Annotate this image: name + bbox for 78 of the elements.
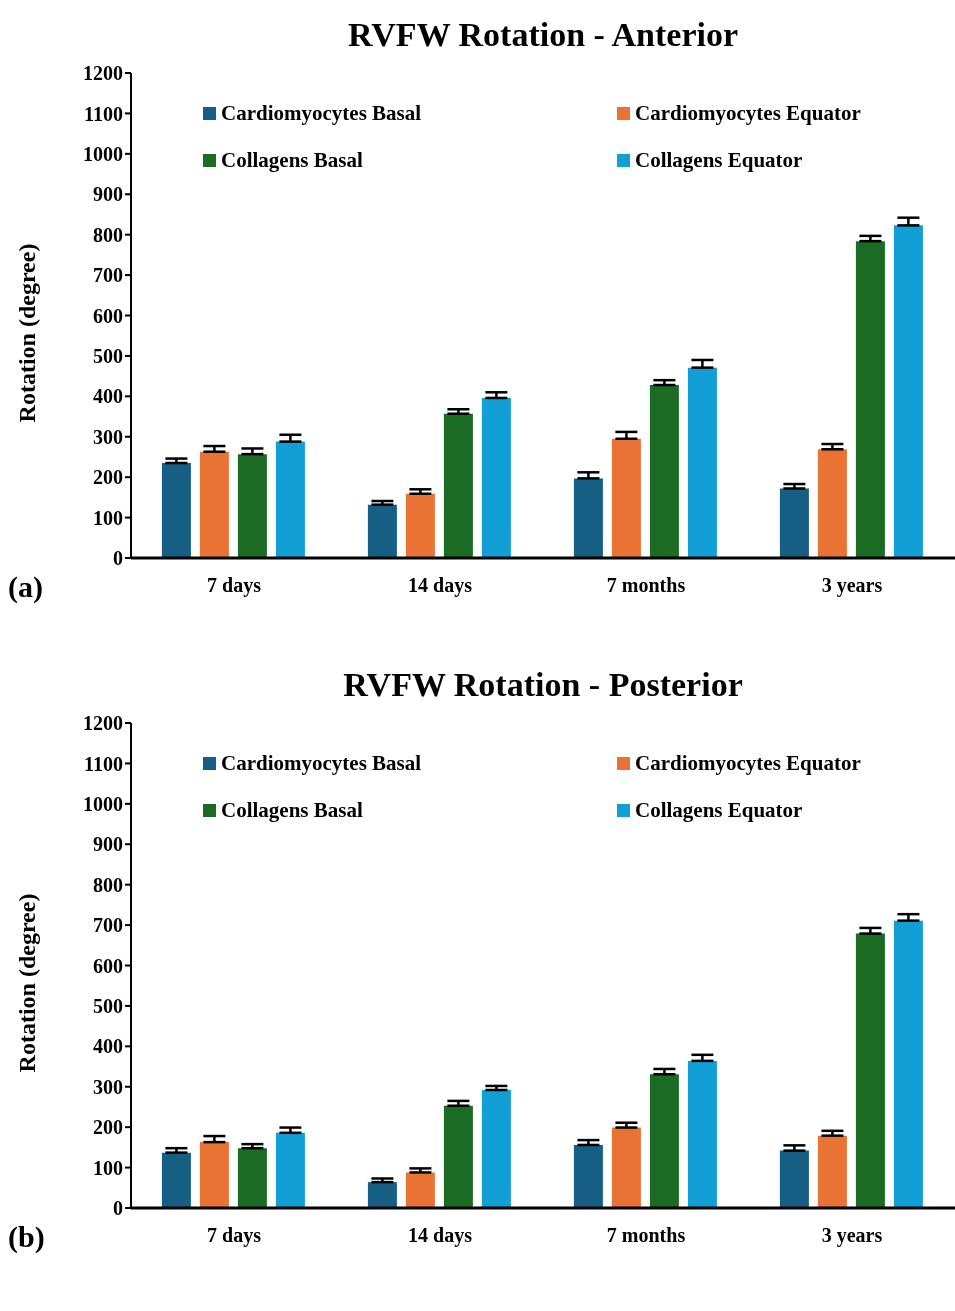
bar bbox=[237, 454, 267, 558]
y-tick-label: 100 bbox=[93, 506, 123, 529]
bar bbox=[855, 241, 885, 558]
bar bbox=[161, 1152, 191, 1208]
bar bbox=[649, 385, 679, 558]
y-tick-label: 600 bbox=[93, 954, 123, 977]
y-tick-label: 900 bbox=[93, 833, 123, 856]
y-tick-label: 700 bbox=[93, 264, 123, 287]
y-tick-label: 1100 bbox=[84, 752, 123, 775]
bar bbox=[275, 1132, 305, 1208]
legend-label: Cardiomyocytes Basal bbox=[221, 751, 422, 776]
x-tick-label: 14 days bbox=[408, 1224, 473, 1248]
y-tick-label: 300 bbox=[93, 425, 123, 448]
y-tick-label: 500 bbox=[93, 345, 123, 368]
text: (a) bbox=[8, 570, 43, 604]
y-tick-label: 300 bbox=[93, 1075, 123, 1098]
y-tick-label: 200 bbox=[93, 1116, 123, 1139]
bar bbox=[443, 1105, 473, 1208]
bar bbox=[893, 225, 923, 558]
bar bbox=[481, 1089, 511, 1208]
y-tick-label: 500 bbox=[93, 995, 123, 1018]
y-tick-label: 900 bbox=[93, 183, 123, 206]
x-tick-label: 7 days bbox=[207, 574, 262, 598]
bar bbox=[687, 367, 717, 558]
y-tick-label: 800 bbox=[93, 873, 123, 896]
bar bbox=[199, 1142, 229, 1208]
bar bbox=[405, 493, 435, 558]
legend-label: Collagens Equator bbox=[635, 148, 803, 173]
legend-label: Cardiomyocytes Equator bbox=[635, 751, 861, 776]
bar bbox=[367, 504, 397, 558]
y-axis-title: Rotation (degree) bbox=[13, 243, 41, 423]
bar bbox=[443, 413, 473, 558]
y-axis-title: Rotation (degree) bbox=[13, 893, 41, 1073]
y-tick-label: 700 bbox=[93, 914, 123, 937]
y-tick-label: 1200 bbox=[83, 62, 123, 85]
bar bbox=[199, 451, 229, 558]
bar bbox=[161, 463, 191, 558]
bar bbox=[855, 933, 885, 1208]
bar bbox=[611, 438, 641, 558]
bar bbox=[817, 449, 847, 558]
bar bbox=[817, 1135, 847, 1208]
y-tick-label: 400 bbox=[93, 1035, 123, 1058]
y-tick-label: 1200 bbox=[83, 712, 123, 735]
y-tick-label: 100 bbox=[93, 1156, 123, 1179]
legend-label: Collagens Equator bbox=[635, 798, 803, 823]
y-tick-label: 0 bbox=[113, 547, 123, 570]
x-tick-label: 7 months bbox=[606, 1224, 686, 1247]
chart-title: RVFW Rotation - Posterior bbox=[342, 666, 744, 704]
y-tick-label: 200 bbox=[93, 466, 123, 489]
bar bbox=[779, 488, 809, 558]
y-tick-label: 0 bbox=[113, 1197, 123, 1220]
bar bbox=[237, 1148, 267, 1208]
x-tick-label: 7 days bbox=[207, 1224, 262, 1248]
x-tick-label: 3 years bbox=[821, 574, 883, 598]
y-tick-label: 1100 bbox=[84, 102, 123, 125]
bar bbox=[779, 1150, 809, 1208]
legend-label: Cardiomyocytes Basal bbox=[221, 101, 422, 126]
x-tick-label: 14 days bbox=[408, 574, 473, 598]
bar bbox=[573, 478, 603, 558]
bar bbox=[275, 441, 305, 558]
bar bbox=[611, 1127, 641, 1208]
y-tick-label: 600 bbox=[93, 304, 123, 327]
legend-label: Collagens Basal bbox=[221, 798, 363, 823]
bar bbox=[893, 920, 923, 1208]
x-tick-label: 7 months bbox=[606, 574, 686, 597]
y-tick-label: 800 bbox=[93, 223, 123, 246]
bar bbox=[573, 1144, 603, 1208]
legend-label: Cardiomyocytes Equator bbox=[635, 101, 861, 126]
x-tick-label: 3 years bbox=[821, 1224, 883, 1248]
legend-label: Collagens Basal bbox=[221, 148, 363, 173]
y-tick-label: 1000 bbox=[83, 792, 123, 815]
bar bbox=[649, 1074, 679, 1208]
bar bbox=[687, 1060, 717, 1208]
chart-title: RVFW Rotation - Anterior bbox=[346, 16, 740, 54]
y-tick-label: 1000 bbox=[83, 142, 123, 165]
y-tick-label: 400 bbox=[93, 385, 123, 408]
text: (b) bbox=[8, 1220, 45, 1254]
bar bbox=[481, 397, 511, 558]
